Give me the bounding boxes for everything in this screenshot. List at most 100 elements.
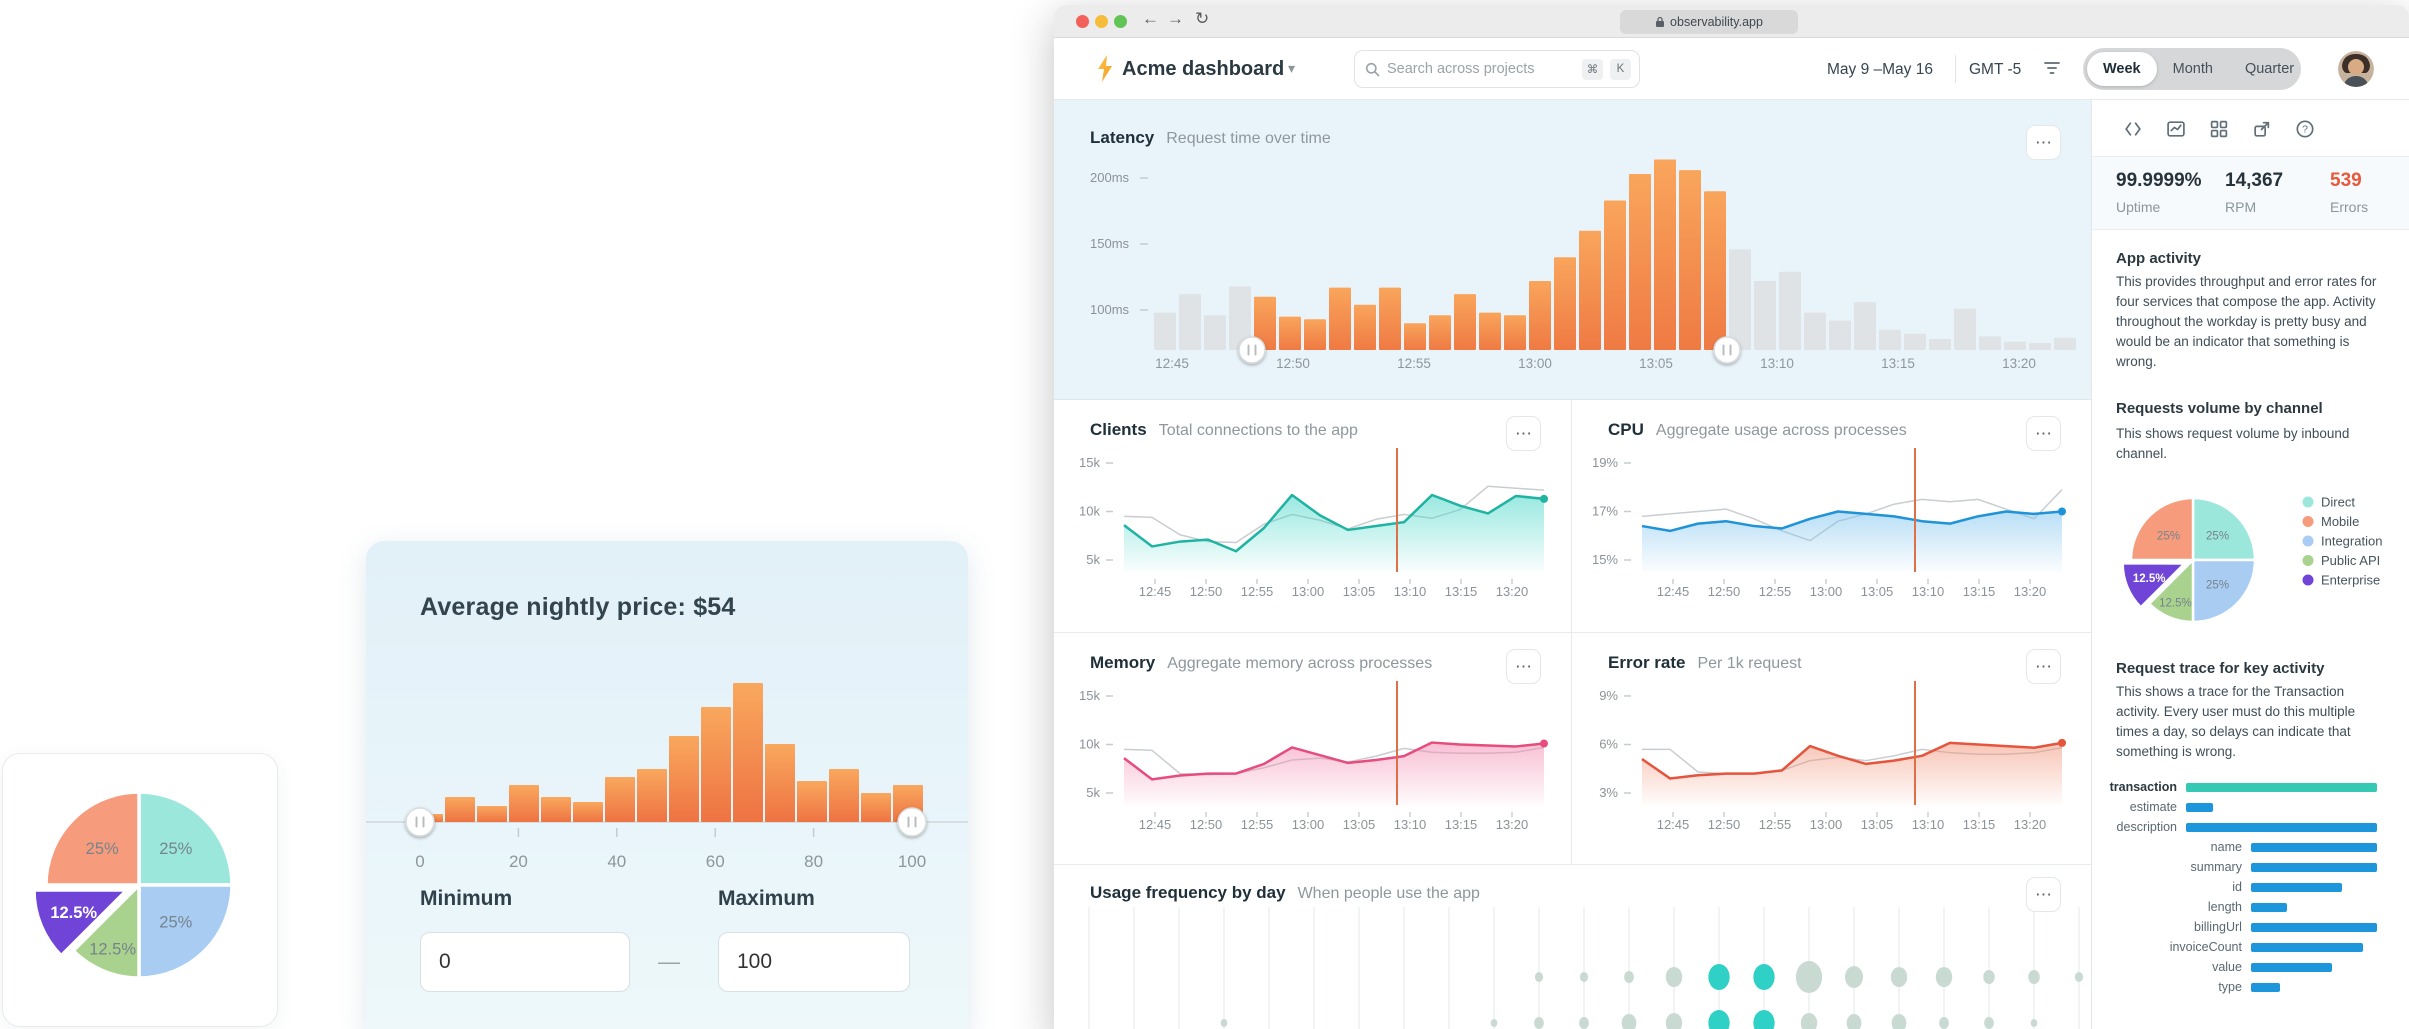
svg-text:13:10: 13:10 <box>1394 584 1427 599</box>
requests-body: This shows request volume by inbound cha… <box>2116 426 2350 461</box>
price-filter-card: Average nightly price: $54 0 20 40 60 80 100 … <box>366 541 968 1029</box>
lock-icon <box>1656 16 1665 27</box>
search-input[interactable] <box>1387 61 1575 77</box>
help-icon[interactable]: ? <box>2295 119 2315 139</box>
error-rate-area-chart[interactable]: 9% 6% 3% 12:45 12:50 12:55 13:00 13:05 13:10 13:1… <box>1572 633 2091 865</box>
cpu-title: CPU <box>1608 420 1644 439</box>
price-histogram-slider[interactable]: 0 20 40 60 80 100 <box>366 541 968 1029</box>
trace-row: type <box>2116 978 2386 998</box>
stats-row: 99.9999% Uptime 14,367 RPM 539 Errors <box>2092 157 2409 230</box>
sidebar-toolbar: ? <box>2092 100 2409 157</box>
zoom-window-button[interactable] <box>1114 15 1127 28</box>
trace-label: summary <box>2190 860 2242 874</box>
trace-span-bar <box>2250 883 2342 892</box>
svg-text:12:55: 12:55 <box>1397 356 1431 371</box>
trace-row: id <box>2116 878 2386 898</box>
error-rate-menu-button[interactable]: ⋯ <box>2026 649 2061 684</box>
trace-span-bar <box>2250 843 2377 852</box>
filter-icon[interactable] <box>2042 58 2062 78</box>
minimum-label: Minimum <box>420 887 513 910</box>
tab-week[interactable]: Week <box>2087 52 2157 86</box>
usage-bubble-chart[interactable] <box>1054 865 2091 1029</box>
latency-subtitle: Request time over time <box>1166 130 1331 147</box>
svg-text:15k: 15k <box>1079 455 1100 470</box>
trace-row: length <box>2116 898 2386 918</box>
channels-pie-chart: 25% 25% 12.5% 12.5% 25% <box>32 790 234 980</box>
svg-text:Mobile: Mobile <box>2321 514 2359 529</box>
memory-area-chart[interactable]: 15k 10k 5k 12:45 12:50 12:55 13:00 13:05 13:10 13… <box>1054 633 1572 865</box>
search-box[interactable]: ⌘ K <box>1354 50 1640 88</box>
svg-text:13:00: 13:00 <box>1518 356 1552 371</box>
maximum-input[interactable] <box>718 932 910 992</box>
svg-text:13:20: 13:20 <box>2014 584 2047 599</box>
errors-stat: 539 Errors <box>2330 170 2369 215</box>
minimum-input[interactable] <box>420 932 630 992</box>
trace-label: id <box>2232 880 2242 894</box>
svg-text:13:10: 13:10 <box>1912 817 1945 832</box>
chart-icon[interactable] <box>2166 119 2186 139</box>
tab-quarter[interactable]: Quarter <box>2229 52 2310 86</box>
svg-text:13:20: 13:20 <box>2014 817 2047 832</box>
usage-panel: Usage frequency by day When people use t… <box>1054 865 2091 1029</box>
clients-menu-button[interactable]: ⋯ <box>1506 416 1541 451</box>
clients-area-chart[interactable]: 15k 10k 5k 12:45 12:50 12:55 13:00 13:05 13:10 13… <box>1054 400 1572 633</box>
rpm-stat: 14,367 RPM <box>2225 170 2284 215</box>
svg-text:17%: 17% <box>1592 504 1618 519</box>
latency-panel: Latency Request time over time ⋯ 200ms 15… <box>1054 100 2091 400</box>
svg-text:25%: 25% <box>2206 530 2229 542</box>
latency-menu-button[interactable]: ⋯ <box>2026 125 2061 160</box>
grid-icon[interactable] <box>2209 119 2229 139</box>
svg-text:25%: 25% <box>159 840 192 858</box>
url-text: observability.app <box>1670 15 1763 29</box>
back-icon[interactable]: ← <box>1142 9 1159 28</box>
trace-label: type <box>2218 980 2242 994</box>
export-icon[interactable] <box>2252 119 2272 139</box>
svg-text:12.5%: 12.5% <box>2133 573 2166 585</box>
clients-subtitle: Total connections to the app <box>1158 422 1358 439</box>
svg-text:12.5%: 12.5% <box>50 904 97 922</box>
browser-titlebar: ← → ↻ observability.app <box>1054 5 2409 38</box>
svg-text:25%: 25% <box>2206 580 2229 592</box>
trace-label: length <box>2207 900 2242 914</box>
usage-menu-button[interactable]: ⋯ <box>2026 877 2061 912</box>
svg-text:Integration: Integration <box>2321 534 2382 549</box>
svg-text:9%: 9% <box>1599 688 1618 703</box>
code-icon[interactable] <box>2123 119 2143 139</box>
timezone[interactable]: GMT -5 <box>1969 61 2022 78</box>
latency-bar-chart[interactable]: 200ms 150ms 100ms 12:45 12:50 12:55 13:00 13:05… <box>1054 100 2091 400</box>
svg-text:Direct: Direct <box>2321 495 2355 510</box>
trace-label: estimate <box>2129 800 2177 814</box>
app-header: Acme dashboard ▾ ⌘ K May 9 –May 16 GMT -… <box>1054 38 2409 100</box>
address-bar[interactable]: observability.app <box>1620 10 1798 34</box>
trace-row: estimate <box>2116 798 2386 818</box>
svg-text:15%: 15% <box>1592 552 1618 567</box>
trace-span-bar <box>2186 823 2377 832</box>
svg-text:Public API: Public API <box>2321 553 2380 568</box>
chevron-down-icon[interactable]: ▾ <box>1288 60 1296 76</box>
price-card-title: Average nightly price: $54 <box>420 593 736 621</box>
svg-text:?: ? <box>2302 124 2308 136</box>
clients-title: Clients <box>1090 420 1147 439</box>
svg-text:12:45: 12:45 <box>1139 584 1172 599</box>
app-title[interactable]: Acme dashboard <box>1122 58 1285 80</box>
forward-icon[interactable]: → <box>1167 9 1184 28</box>
cpu-menu-button[interactable]: ⋯ <box>2026 416 2061 451</box>
svg-text:5k: 5k <box>1086 552 1100 567</box>
memory-menu-button[interactable]: ⋯ <box>1506 649 1541 684</box>
cpu-panel: 19% 17% 15% 12:45 12:50 12:55 13:00 13:05 13:10 1… <box>1572 400 2091 633</box>
svg-text:100ms: 100ms <box>1090 302 1130 317</box>
minimize-window-button[interactable] <box>1095 15 1108 28</box>
avatar[interactable] <box>2338 51 2374 87</box>
trace-body: This shows a trace for the Transaction a… <box>2116 684 2356 759</box>
reload-icon[interactable]: ↻ <box>1195 9 1210 28</box>
search-icon <box>1365 62 1380 76</box>
error-rate-subtitle: Per 1k request <box>1697 655 1802 672</box>
tab-month[interactable]: Month <box>2157 52 2229 86</box>
svg-text:12:55: 12:55 <box>1241 817 1274 832</box>
pie-chart-card: 25% 25% 12.5% 12.5% 25% <box>2 753 278 1027</box>
svg-text:100: 100 <box>898 852 926 871</box>
cpu-area-chart[interactable]: 19% 17% 15% 12:45 12:50 12:55 13:00 13:05 13:10 1… <box>1572 400 2091 633</box>
date-range[interactable]: May 9 –May 16 <box>1827 61 1933 78</box>
close-window-button[interactable] <box>1076 15 1089 28</box>
browser-window: ← → ↻ observability.app Acme dashboard ▾ <box>1054 5 2409 1029</box>
